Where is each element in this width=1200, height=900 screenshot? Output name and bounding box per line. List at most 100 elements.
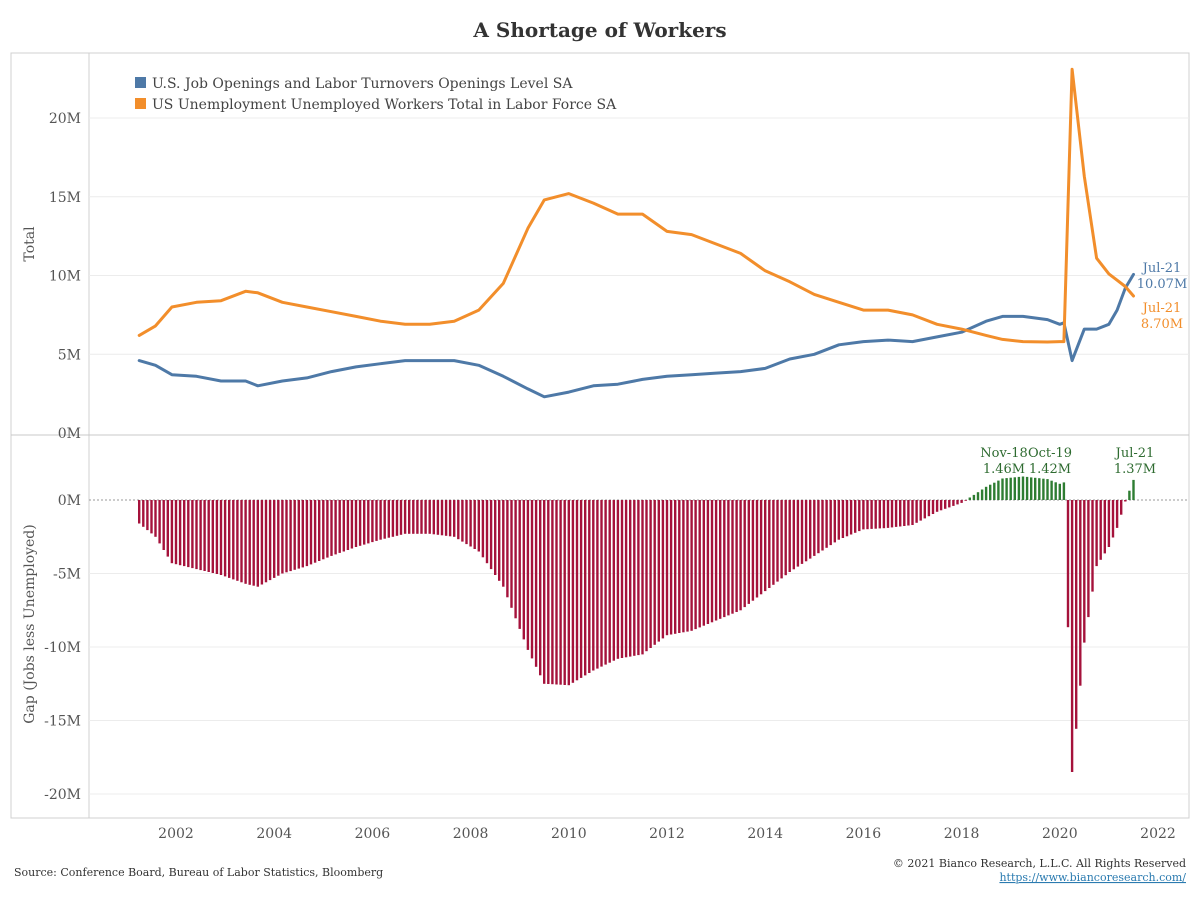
gap-bar (935, 500, 939, 512)
gap-bar (616, 500, 620, 659)
top-y-tick-label: 5M (58, 347, 81, 363)
gap-bar (1075, 500, 1078, 729)
gap-bar (408, 500, 411, 534)
x-tick-label: 2002 (158, 826, 194, 842)
gap-bar (526, 500, 530, 650)
gap-bar (563, 500, 566, 685)
gap-bar (465, 500, 468, 545)
gap-bar (522, 500, 525, 640)
gap-bar (641, 500, 644, 655)
gap-bar (559, 500, 562, 685)
gap-bar (318, 500, 321, 561)
gap-bar (346, 500, 350, 550)
gap-bar (547, 500, 550, 684)
x-tick-label: 2010 (551, 826, 587, 842)
gap-bar (739, 500, 742, 611)
gap-bar (453, 500, 456, 537)
gap-bar (244, 500, 247, 584)
gap-bar (849, 500, 853, 535)
gap-bar (436, 500, 440, 535)
website-link[interactable]: https://www.biancoresearch.com/ (999, 871, 1186, 884)
gap-bar (984, 486, 988, 500)
gap-bar (236, 500, 239, 581)
gap-bar (821, 500, 824, 551)
gap-bar (1017, 476, 1021, 500)
gap-bar (645, 500, 648, 652)
gap-bar (886, 500, 890, 528)
gap-bar (686, 500, 689, 632)
gap-bar (342, 500, 345, 552)
gap-bar (882, 500, 886, 529)
gap-bar (866, 500, 869, 530)
gap-bar (375, 500, 378, 541)
copyright-note: © 2021 Bianco Research, L.L.C. All Right… (893, 857, 1186, 870)
top-y-tick-label: 0M (58, 426, 81, 442)
gap-bar (1005, 478, 1008, 500)
gap-bar (1070, 500, 1074, 772)
gap-bar (678, 500, 681, 633)
gap-bar (138, 500, 141, 524)
gap-bar (894, 500, 898, 527)
top-y-tick-label: 10M (49, 269, 81, 285)
gap-bar (506, 500, 509, 598)
gap-bar (1091, 500, 1094, 592)
gap-bar (211, 500, 214, 573)
gap-bar (579, 500, 583, 678)
gap-bar (248, 500, 251, 585)
gap-bar (710, 500, 714, 623)
gap-bar (665, 500, 669, 636)
end-label-date: Jul-21 (1141, 301, 1182, 316)
gap-bar (350, 500, 354, 549)
gap-bar (1046, 479, 1049, 500)
gap-bar (273, 500, 276, 578)
gap-bar (584, 500, 587, 676)
gap-bar (146, 500, 149, 531)
gap-bar (661, 500, 665, 639)
gap-bar (588, 500, 591, 673)
gap-bar (215, 500, 219, 574)
gap-bar (395, 500, 399, 536)
legend-swatch-unemployed (135, 98, 146, 109)
gap-bar (690, 500, 693, 631)
gap-bar (195, 500, 198, 570)
x-tick-label: 2020 (1042, 826, 1078, 842)
gap-bar (755, 500, 759, 598)
gap-bar (322, 500, 325, 560)
bottom-y-tick-label: -10M (44, 640, 81, 656)
gap-bar (1107, 500, 1111, 547)
gap-bar (518, 500, 521, 629)
gap-bar (305, 500, 309, 567)
gap-bar (624, 500, 628, 658)
gap-bar (174, 500, 178, 565)
gap-bar (1087, 500, 1090, 618)
gap-bar (354, 500, 358, 547)
gap-bar (412, 500, 415, 534)
gap-bar (277, 500, 280, 576)
gap-bar (473, 500, 476, 549)
gap-bar (1115, 500, 1119, 528)
gap-bar (657, 500, 660, 642)
gap-bar (989, 484, 992, 500)
gap-bar (788, 500, 791, 572)
gap-bar (923, 500, 926, 519)
gap-bar (903, 500, 906, 526)
gap-bar (567, 500, 570, 686)
end-label-value: 8.70M (1141, 317, 1183, 332)
gap-bar (776, 500, 779, 582)
gap-bar (972, 494, 976, 500)
gap-bar (285, 500, 288, 573)
gap-bar (514, 500, 517, 619)
gap-bar (608, 500, 611, 663)
top-y-tick-labels: 0M 5M 10M 15M 20M (49, 111, 81, 442)
gap-bar (784, 500, 787, 576)
gap-bar (391, 500, 395, 537)
gap-bar (219, 500, 223, 575)
gap-bar (944, 500, 947, 509)
gap-bar (980, 489, 984, 500)
legend-label-unemployed: US Unemployment Unemployed Workers Total… (152, 97, 617, 113)
top-y-tick-label: 20M (49, 111, 81, 127)
gap-bar (301, 500, 304, 568)
gap-bar (485, 500, 489, 564)
gap-bar (1128, 490, 1131, 500)
gap-bar (428, 500, 431, 534)
